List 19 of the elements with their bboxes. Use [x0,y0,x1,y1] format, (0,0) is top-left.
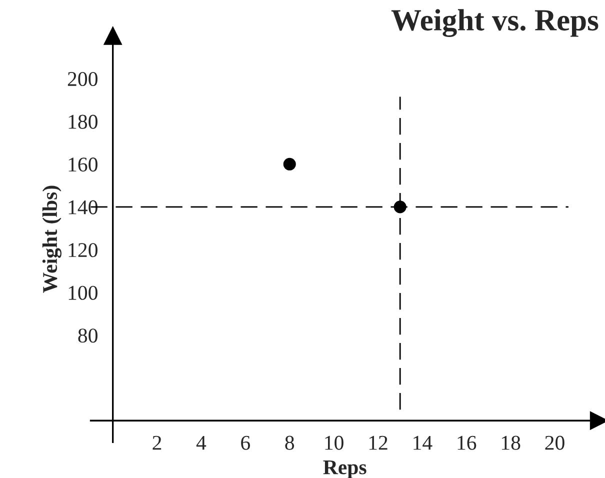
y-tick-label: 180 [68,114,98,129]
x-tick-label: 6 [241,436,250,450]
x-tick-label: 12 [369,436,388,450]
y-tick-label: 80 [78,328,98,343]
x-tick-label: 10 [325,436,344,450]
x-tick-label: 18 [502,436,520,450]
x-tick-label: 4 [196,436,206,450]
y-tick-label: 200 [68,72,98,86]
x-tick-label: 8 [285,436,294,450]
x-tick-label: 2 [152,436,162,450]
x-tick-label: 14 [414,436,432,450]
y-tick-label: 160 [68,158,98,172]
y-tick-label: 120 [68,243,98,258]
chart-title: Weight vs. Reps [391,9,598,38]
y-axis-title: Weight (lbs) [42,186,62,293]
y-tick-label: 100 [68,286,98,300]
y-tick-label: 140 [68,200,98,214]
x-tick-label: 16 [458,436,476,450]
x-tick-label: 20 [545,436,564,450]
